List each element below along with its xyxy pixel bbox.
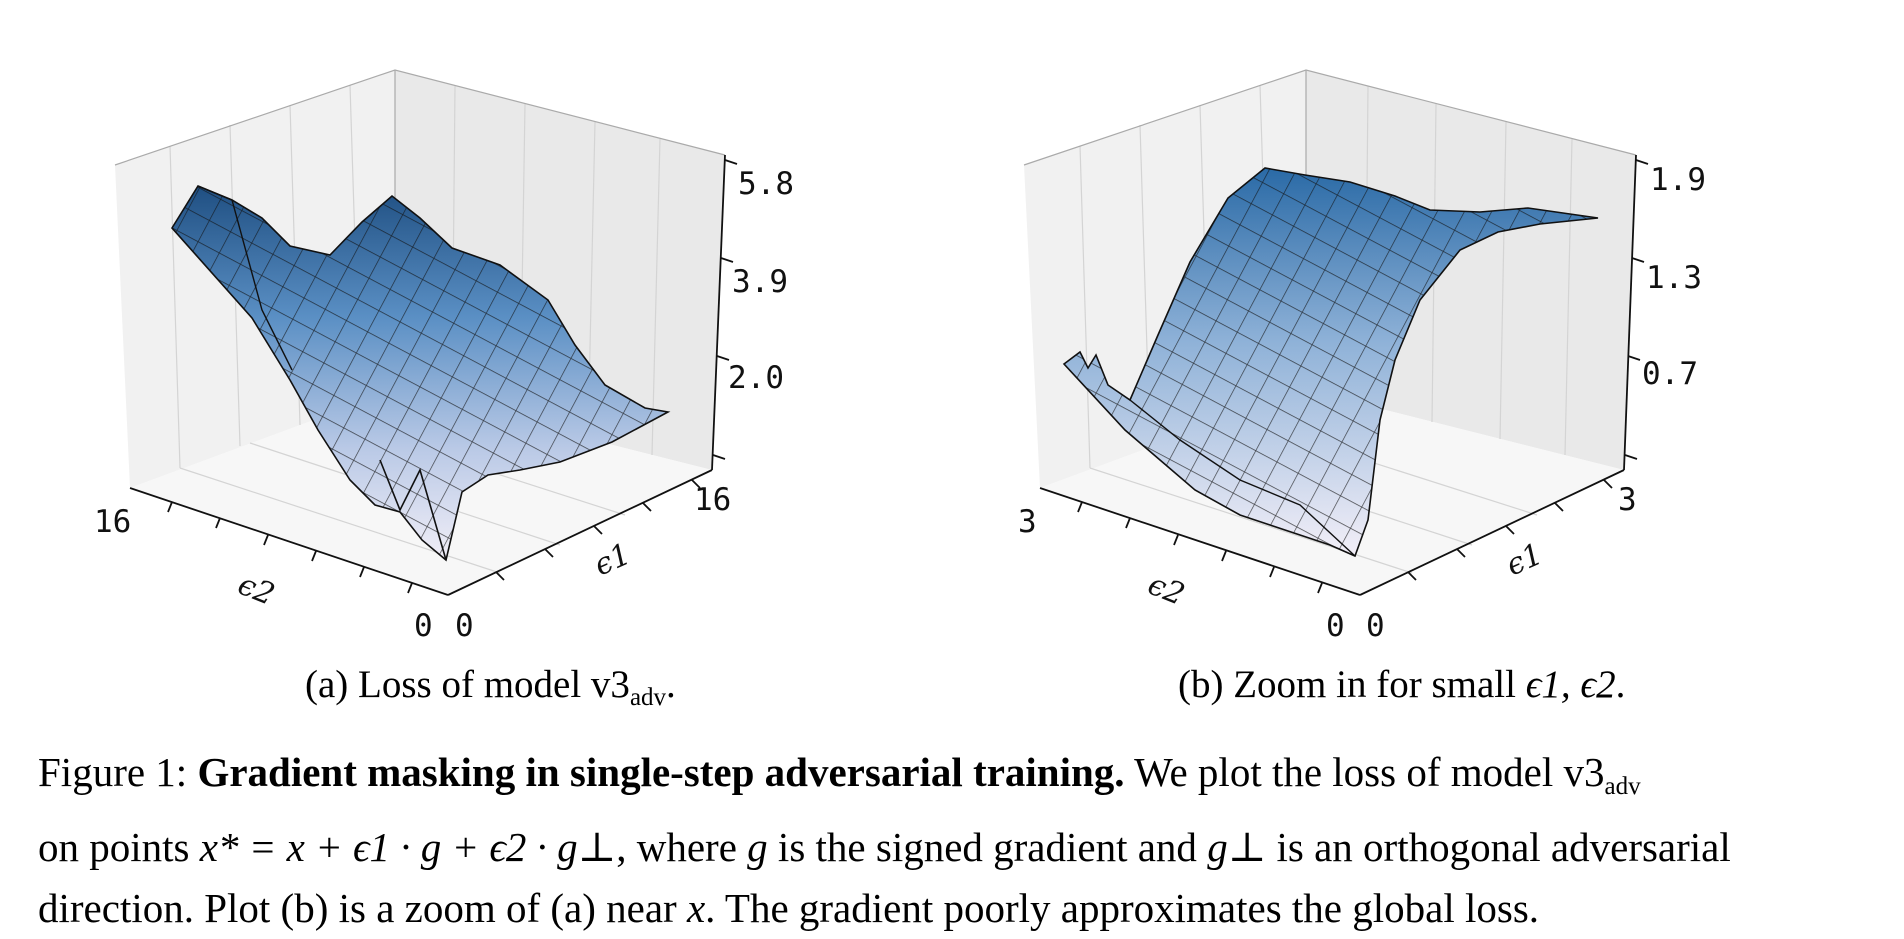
caption-line-2: on points x* = x + ϵ1 · g + ϵ2 · g⊥, whe… <box>38 817 1898 878</box>
z-tick: 3.9 <box>732 264 788 300</box>
e2-tick: 16 <box>94 504 131 540</box>
z-tick: 1.3 <box>1646 260 1702 296</box>
plot-b-surface <box>1062 167 1599 558</box>
caption-math-x: x <box>686 885 706 931</box>
caption-math-g: g <box>747 824 768 870</box>
caption-equation: x* = x + ϵ1 · g + ϵ2 · g⊥ <box>199 824 617 870</box>
e2-axis-label: ϵ2 <box>1143 567 1189 613</box>
caption-text: , where <box>616 824 748 870</box>
e1-axis-label: ϵ1 <box>1501 537 1548 584</box>
figure-plots: 5.8 3.9 2.0 16 0 0 16 ϵ2 ϵ1 <box>94 69 1706 644</box>
caption-text: on points <box>38 824 200 870</box>
e1-tick: 16 <box>694 482 731 518</box>
e2-axis-label: ϵ2 <box>233 567 279 613</box>
subcaption-b: (b) Zoom in for small ϵ1, ϵ2. <box>1178 662 1625 707</box>
e2-tick: 3 <box>1018 504 1037 540</box>
subcaption-a-period: . <box>666 663 676 706</box>
e2-tick: 0 <box>414 608 433 644</box>
subcaption-b-math: ϵ1, ϵ2 <box>1525 663 1616 706</box>
subcaption-a-subscript: adv <box>629 684 667 711</box>
z-tick: 2.0 <box>728 360 784 396</box>
caption-text: We plot the loss of model v3 <box>1134 749 1605 795</box>
plot-a-surface <box>171 185 671 562</box>
plot-a-axes <box>129 154 738 596</box>
caption-math-gperp: g⊥ <box>1207 824 1267 870</box>
e1-tick: 3 <box>1618 482 1637 518</box>
plot-a: 5.8 3.9 2.0 16 0 0 16 ϵ2 ϵ1 <box>94 69 794 644</box>
z-tick: 0.7 <box>1642 356 1698 392</box>
subcaption-b-period: . <box>1615 663 1626 706</box>
subcaption-a: (a) Loss of model v3adv. <box>305 662 676 712</box>
caption-subscript: adv <box>1604 773 1641 800</box>
subcaption-b-text: (b) Zoom in for small <box>1178 663 1526 706</box>
caption-text: is the signed gradient and <box>767 824 1208 870</box>
caption-text: . The gradient poorly approximates the g… <box>705 885 1540 931</box>
z-tick: 1.9 <box>1650 162 1706 198</box>
subcaption-a-text: (a) Loss of model v3 <box>305 663 630 706</box>
figure-caption: Figure 1: Gradient masking in single-ste… <box>38 742 1898 939</box>
e1-axis-label: ϵ1 <box>589 537 636 584</box>
caption-line-3: direction. Plot (b) is a zoom of (a) nea… <box>38 878 1898 939</box>
e1-tick: 0 <box>1366 608 1385 644</box>
e2-tick: 0 <box>1326 608 1345 644</box>
figure-label: Figure 1: <box>38 749 188 795</box>
z-tick: 5.8 <box>738 166 794 202</box>
caption-text: direction. Plot (b) is a zoom of (a) nea… <box>38 885 687 931</box>
caption-text: is an orthogonal adversarial <box>1266 824 1731 870</box>
caption-line-1: Figure 1: Gradient masking in single-ste… <box>38 742 1898 817</box>
plot-b-axes <box>1039 154 1649 596</box>
plot-b: 1.9 1.3 0.7 3 0 0 3 ϵ2 ϵ1 <box>1018 69 1706 644</box>
e1-tick: 0 <box>455 608 474 644</box>
caption-bold-title: Gradient masking in single-step adversar… <box>197 749 1125 795</box>
